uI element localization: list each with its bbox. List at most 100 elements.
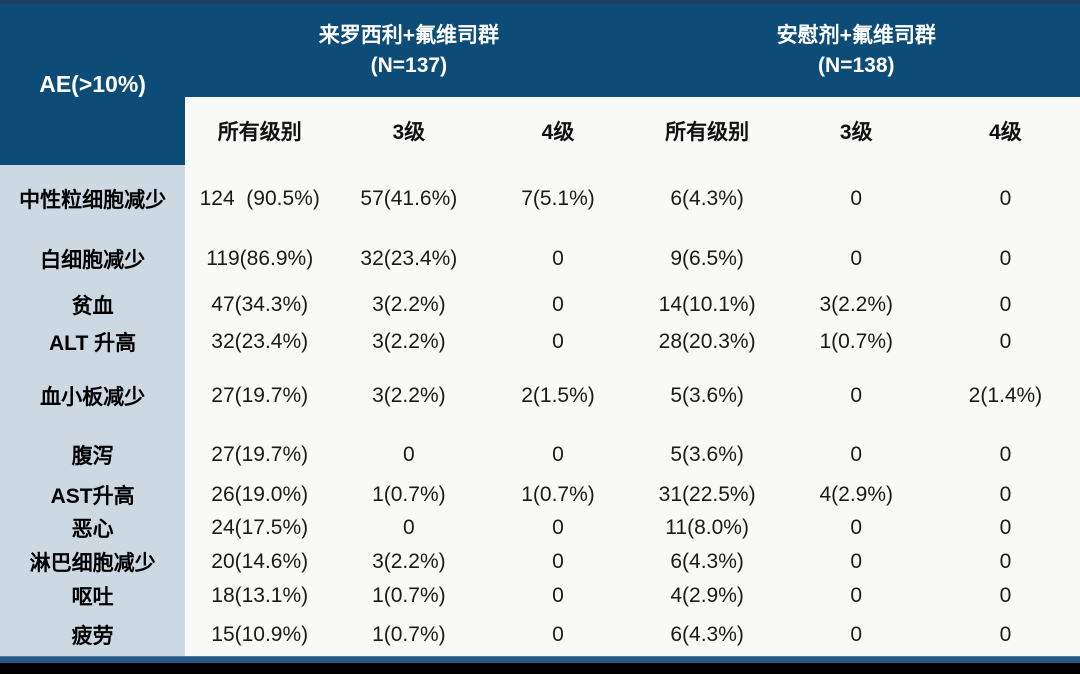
ae-name-cell: 疲劳 [0,613,186,656]
group-treatment-title: 来罗西利+氟维司群 [318,24,499,48]
value-cell: 1(0.7%) [781,323,931,360]
value-cell: 0 [781,613,931,656]
column-header-grade4-placebo: 4级 [930,97,1080,165]
value-cell: 6(4.3%) [632,165,782,232]
group-header-row: AE(>10%) 来罗西利+氟维司群 (N=137) 安慰剂+氟维司群 (N=1… [0,4,1080,165]
group-placebo-n: (N=138) [818,53,895,77]
value-cell: 0 [930,545,1080,579]
table-row: 贫血 47(34.3%) 3(2.2%) 0 14(10.1%) 3(2.2%) 0 [0,286,1080,323]
value-cell: 3(2.2%) [334,360,484,431]
value-cell: 0 [930,579,1080,613]
value-cell: 1(0.7%) [483,478,633,511]
value-cell: 2(1.5%) [483,360,633,431]
value-cell: 3(2.2%) [334,286,484,323]
table-row: AST升高 26(19.0%) 1(0.7%) 1(0.7%) 31(22.5%) 4(2… [0,478,1080,511]
value-cell: 0 [781,511,931,545]
value-cell: 4(2.9%) [781,478,931,511]
table-row: 腹泻 27(19.7%) 0 0 5(3.6%) 0 0 [0,431,1080,478]
table-row: 疲劳 15(10.9%) 1(0.7%) 0 6(4.3%) 0 0 [0,613,1080,656]
table-row: 白细胞减少 119(86.9%) 32(23.4%) 0 9(6.5%) 0 0 [0,232,1080,286]
ae-table-body: 中性粒细胞减少 124 (90.5%) 57(41.6%) 7(5.1%) 6(4.3%… [0,165,1080,656]
value-cell: 0 [930,286,1080,323]
value-cell: 0 [781,360,931,431]
value-cell: 24(17.5%) [185,511,335,545]
adverse-events-table: AE(>10%) 来罗西利+氟维司群 (N=137) 安慰剂+氟维司群 (N=1… [0,4,1080,656]
value-cell: 0 [483,286,633,323]
ae-name-cell: 血小板减少 [0,360,186,431]
value-cell: 0 [781,165,931,232]
column-group-placebo: 安慰剂+氟维司群 (N=138) [632,4,1080,97]
value-cell: 5(3.6%) [632,431,782,478]
value-cell: 14(10.1%) [632,286,782,323]
table-row: 恶心 24(17.5%) 0 0 11(8.0%) 0 0 [0,511,1080,545]
table-row: 呕吐 18(13.1%) 1(0.7%) 0 4(2.9%) 0 0 [0,579,1080,613]
table-row: ALT 升高 32(23.4%) 3(2.2%) 0 28(20.3%) 1(0.7%) 0 [0,323,1080,360]
ae-name-cell: 淋巴细胞减少 [0,545,186,579]
value-cell: 0 [930,511,1080,545]
table-row: 淋巴细胞减少 20(14.6%) 3(2.2%) 0 6(4.3%) 0 0 [0,545,1080,579]
top-accent-strip [0,0,1080,4]
table-row: 血小板减少 27(19.7%) 3(2.2%) 2(1.5%) 5(3.6%) 0 2(1.… [0,360,1080,431]
value-cell: 0 [930,165,1080,232]
value-cell: 0 [781,431,931,478]
column-header-grade3-treatment: 3级 [334,97,484,165]
value-cell: 31(22.5%) [632,478,782,511]
column-header-all-grades-placebo: 所有级别 [632,97,782,165]
value-cell: 0 [930,232,1080,286]
ae-name-cell: ALT 升高 [0,323,186,360]
ae-name-cell: 恶心 [0,511,186,545]
value-cell: 32(23.4%) [334,232,484,286]
table-row: 中性粒细胞减少 124 (90.5%) 57(41.6%) 7(5.1%) 6(4.3%… [0,165,1080,232]
value-cell: 0 [483,511,633,545]
value-cell: 1(0.7%) [334,478,484,511]
ae-name-cell: AST升高 [0,478,186,511]
value-cell: 5(3.6%) [632,360,782,431]
value-cell: 0 [781,232,931,286]
value-cell: 0 [483,545,633,579]
value-cell: 15(10.9%) [185,613,335,656]
value-cell: 11(8.0%) [632,511,782,545]
value-cell: 0 [930,478,1080,511]
group-treatment-n: (N=137) [370,53,448,77]
value-cell: 32(23.4%) [185,323,335,360]
value-cell: 0 [930,323,1080,360]
value-cell: 3(2.2%) [334,545,484,579]
value-cell: 57(41.6%) [334,165,484,232]
value-cell: 28(20.3%) [632,323,782,360]
value-cell: 47(34.3%) [185,286,335,323]
value-cell: 3(2.2%) [334,323,484,360]
value-cell: 0 [483,323,633,360]
ae-name-cell: 白细胞减少 [0,232,186,286]
value-cell: 6(4.3%) [632,613,782,656]
value-cell: 0 [483,232,633,286]
column-header-grade4-treatment: 4级 [483,97,633,165]
column-header-grade3-placebo: 3级 [781,97,931,165]
value-cell: 0 [483,431,633,478]
value-cell: 0 [930,431,1080,478]
table-corner-label: AE(>10%) [0,4,186,165]
value-cell: 9(6.5%) [632,232,782,286]
value-cell: 0 [334,431,484,478]
group-placebo-title: 安慰剂+氟维司群 [776,24,936,48]
value-cell: 0 [930,613,1080,656]
value-cell: 0 [781,545,931,579]
value-cell: 124 (90.5%) [185,165,335,232]
value-cell: 26(19.0%) [185,478,335,511]
value-cell: 0 [781,579,931,613]
value-cell: 2(1.4%) [930,360,1080,431]
value-cell: 3(2.2%) [781,286,931,323]
ae-name-cell: 腹泻 [0,431,186,478]
value-cell: 27(19.7%) [185,431,335,478]
ae-name-cell: 呕吐 [0,579,186,613]
value-cell: 27(19.7%) [185,360,335,431]
ae-name-cell: 中性粒细胞减少 [0,165,186,232]
value-cell: 4(2.9%) [632,579,782,613]
value-cell: 119(86.9%) [185,232,335,286]
value-cell: 18(13.1%) [185,579,335,613]
value-cell: 0 [483,579,633,613]
sub-header-row: 所有级别 3级 4级 所有级别 3级 4级 [0,97,1080,165]
column-group-treatment: 来罗西利+氟维司群 (N=137) [185,4,633,97]
value-cell: 0 [483,613,633,656]
value-cell: 1(0.7%) [334,579,484,613]
